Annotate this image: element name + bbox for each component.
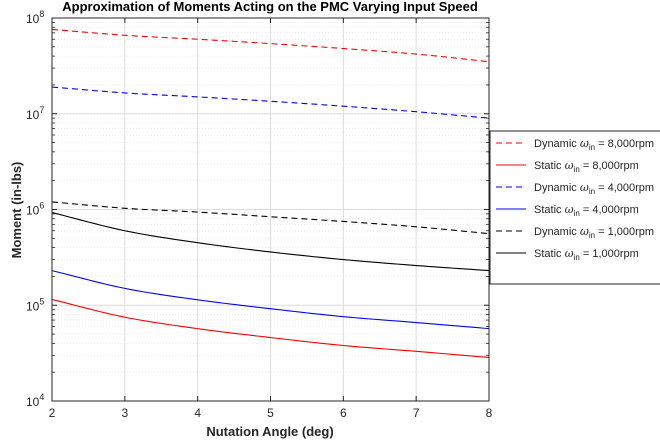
x-axis-title: Nutation Angle (deg) (206, 424, 333, 439)
x-tick-label: 7 (413, 406, 420, 420)
y-tick-label: 108 (26, 9, 44, 26)
legend-label-5: Dynamic ωin = 1,000rpm (534, 225, 654, 240)
legend-label-1: Dynamic ωin = 8,000rpm (534, 137, 654, 152)
series-line-4 (51, 270, 490, 330)
ticks-layer (51, 17, 490, 402)
legend: Dynamic ωin = 8,000rpm Static ωin = 8,000… (489, 130, 660, 285)
x-tick-label: 4 (194, 406, 201, 420)
x-tick-label: 5 (267, 406, 274, 420)
legend-label-6: Static ωin = 1,000rpm (534, 247, 639, 262)
series-line-3 (51, 86, 490, 119)
legend-label-3: Dynamic ωin = 4,000rpm (534, 181, 654, 196)
series-line-6 (51, 211, 490, 272)
x-tick-labels: 2 3 4 5 6 7 8 (49, 406, 493, 420)
legend-box (489, 130, 660, 285)
x-tick-label: 2 (49, 406, 56, 420)
chart-title: Approximation of Moments Acting on the P… (62, 0, 478, 14)
y-tick-label: 104 (26, 392, 44, 409)
series-layer (51, 28, 490, 358)
y-axis-title: Moment (in-lbs) (9, 162, 24, 259)
x-tick-label: 3 (121, 406, 128, 420)
y-tick-label: 107 (26, 105, 44, 122)
series-line-2 (51, 298, 490, 358)
legend-label-4: Static ωin = 4,000rpm (534, 203, 639, 218)
series-line-5 (51, 201, 490, 235)
y-tick-label: 105 (26, 296, 44, 313)
y-tick-labels: 104 105 106 107 108 (26, 9, 44, 409)
legend-label-2: Static ωin = 8,000rpm (534, 159, 639, 174)
x-tick-label: 8 (486, 406, 493, 420)
y-tick-label: 106 (26, 201, 44, 218)
legend-entries: Dynamic ωin = 8,000rpm Static ωin = 8,000… (496, 137, 654, 262)
x-tick-label: 6 (340, 406, 347, 420)
series-line-1 (51, 28, 490, 63)
